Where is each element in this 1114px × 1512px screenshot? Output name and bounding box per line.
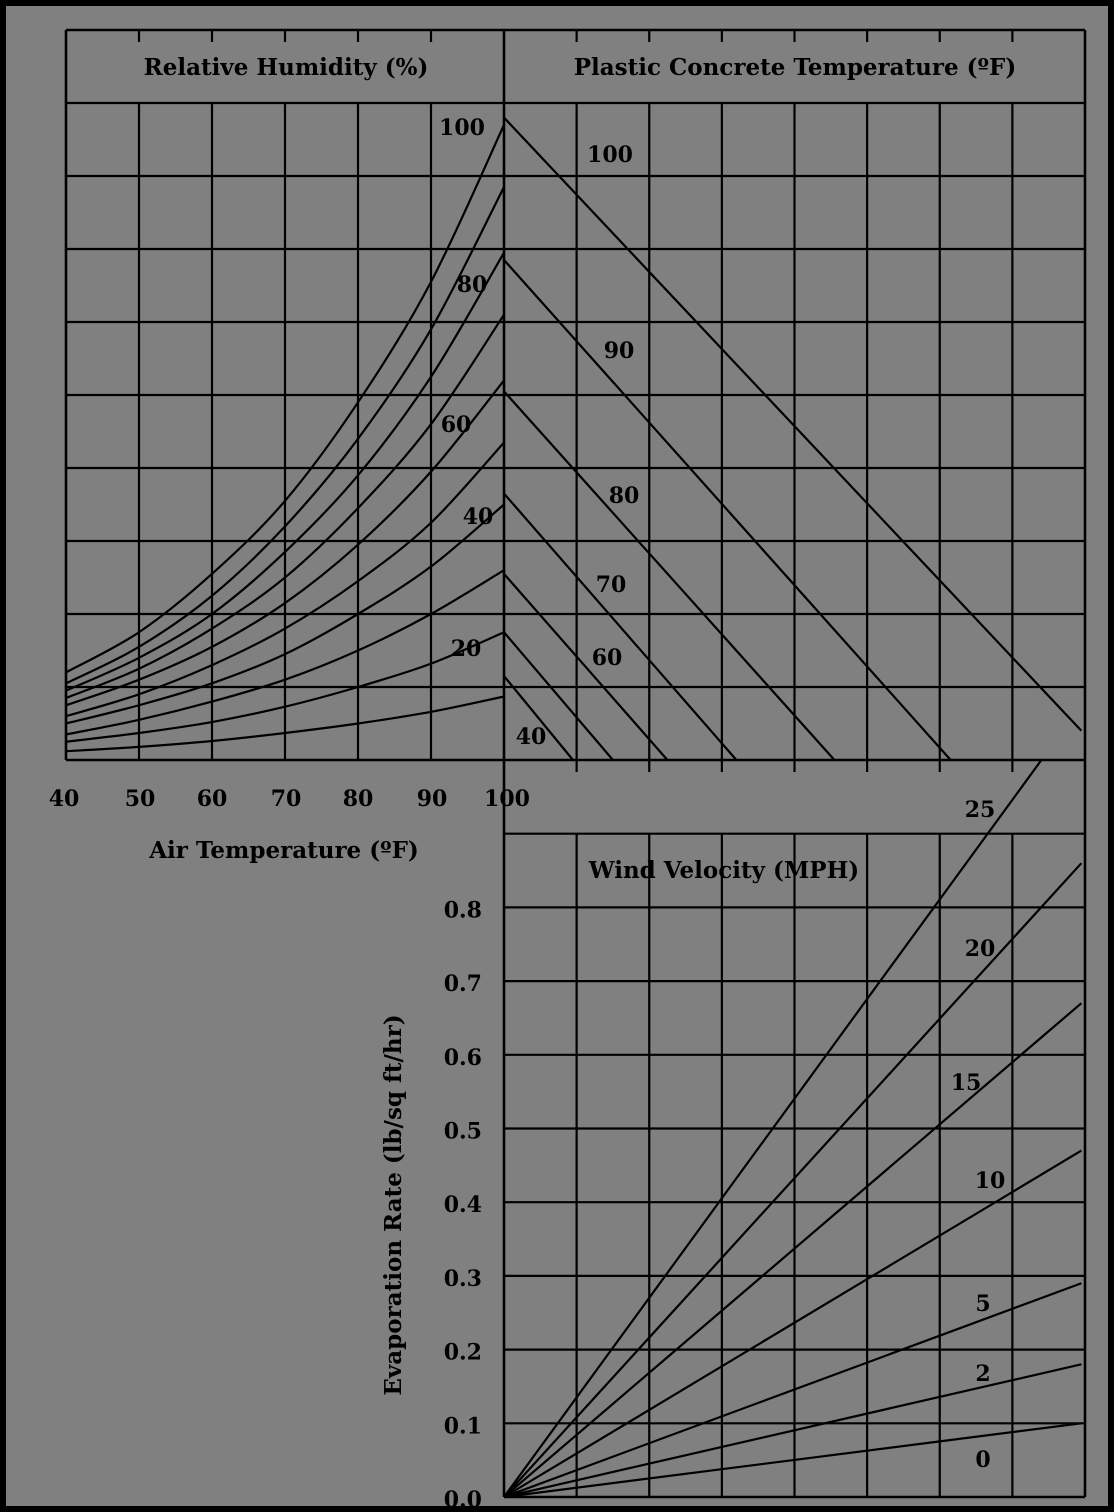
- concrete-temp-line-40: [503, 675, 574, 761]
- concrete-temp-line-60: [503, 573, 669, 761]
- humidity-label-80: 80: [457, 272, 488, 298]
- air-temperature-tick-labels: 40 50 60 70 80 90 100: [49, 786, 530, 812]
- air-temperature-tick-60: 60: [197, 786, 228, 812]
- evaporation-rate-tick-0.5: 0.5: [444, 1119, 482, 1145]
- concrete-temp-label-40: 40: [516, 724, 547, 750]
- air-temperature-tick-80: 80: [343, 786, 374, 812]
- humidity-label-40: 40: [463, 504, 494, 530]
- air-temperature-tick-40: 40: [49, 786, 80, 812]
- wind-line-5: [503, 1282, 1082, 1499]
- evaporation-rate-tick-0.2: 0.2: [444, 1340, 482, 1366]
- wind-line-2: [503, 1363, 1082, 1499]
- air-temperature-tick-70: 70: [271, 786, 302, 812]
- evaporation-rate-tick-0.4: 0.4: [444, 1192, 482, 1218]
- concrete-temp-label-100: 100: [587, 142, 633, 168]
- concrete-temp-line-100: [503, 116, 1083, 732]
- wind-line-15: [503, 1002, 1083, 1498]
- humidity-label-60: 60: [441, 412, 472, 438]
- evaporation-rate-tick-0.3: 0.3: [444, 1266, 482, 1292]
- wind-label-0: 0: [975, 1447, 990, 1473]
- wind-line-20: [503, 862, 1083, 1498]
- frame: [64, 28, 1087, 1499]
- humidity-label-100: 100: [439, 115, 485, 141]
- evaporation-rate-tick-labels: 0.0 0.1 0.2 0.3 0.4 0.5 0.6 0.7 0.8: [444, 897, 482, 1512]
- concrete-temp-label-80: 80: [609, 483, 640, 509]
- concrete-temp-line-80: [503, 390, 836, 761]
- evaporation-rate-tick-0.7: 0.7: [444, 971, 482, 997]
- humidity-curve-50: [65, 441, 505, 718]
- humidity-curve-20: [65, 631, 505, 743]
- concrete-temp-line-50: [503, 631, 614, 761]
- concrete-temp-label-70: 70: [596, 572, 627, 598]
- evaporation-rate-tick-0.8: 0.8: [444, 897, 482, 923]
- chart-background: [6, 6, 1108, 1506]
- wind-line-10: [503, 1149, 1082, 1498]
- humidity-curve-80: [65, 252, 505, 692]
- wind-label-20: 20: [965, 936, 996, 962]
- wind-label-15: 15: [951, 1070, 982, 1096]
- air-temperature-tick-90: 90: [417, 786, 448, 812]
- humidity-curve-40: [65, 503, 505, 725]
- humidity-curve-30: [65, 569, 505, 736]
- grid-lines: [66, 30, 1085, 1497]
- relative-humidity-title: Relative Humidity (%): [144, 54, 429, 81]
- air-temperature-axis-title: Air Temperature (ºF): [148, 837, 419, 864]
- air-temperature-tick-100: 100: [484, 786, 530, 812]
- wind-label-25: 25: [965, 797, 996, 823]
- evaporation-rate-tick-0.6: 0.6: [444, 1045, 482, 1071]
- air-temperature-tick-50: 50: [125, 786, 156, 812]
- wind-label-10: 10: [975, 1168, 1006, 1194]
- humidity-label-20: 20: [451, 636, 482, 662]
- humidity-curve-10: [65, 695, 505, 753]
- wind-label-2: 2: [975, 1361, 990, 1387]
- humidity-curve-70: [65, 314, 505, 699]
- wind-label-5: 5: [975, 1291, 990, 1317]
- wind-velocity-title: Wind Velocity (MPH): [588, 857, 859, 884]
- humidity-curve-100: [65, 124, 505, 674]
- curves: [65, 116, 1083, 1499]
- wind-line-0: [503, 1422, 1082, 1499]
- humidity-curve-90: [65, 186, 505, 685]
- evaporation-rate-tick-0.1: 0.1: [444, 1413, 482, 1439]
- evaporation-rate-axis-title: Evaporation Rate (lb/sq ft/hr): [380, 1014, 407, 1395]
- plastic-concrete-temperature-title: Plastic Concrete Temperature (ºF): [574, 54, 1017, 81]
- concrete-temp-line-70: [503, 492, 738, 761]
- concrete-temp-line-90: [503, 259, 952, 761]
- concrete-temp-label-60: 60: [592, 645, 623, 671]
- concrete-temp-label-90: 90: [604, 338, 635, 364]
- wind-line-25: [503, 759, 1043, 1498]
- evaporation-rate-tick-0.0: 0.0: [444, 1487, 482, 1512]
- humidity-curve-60: [65, 379, 505, 707]
